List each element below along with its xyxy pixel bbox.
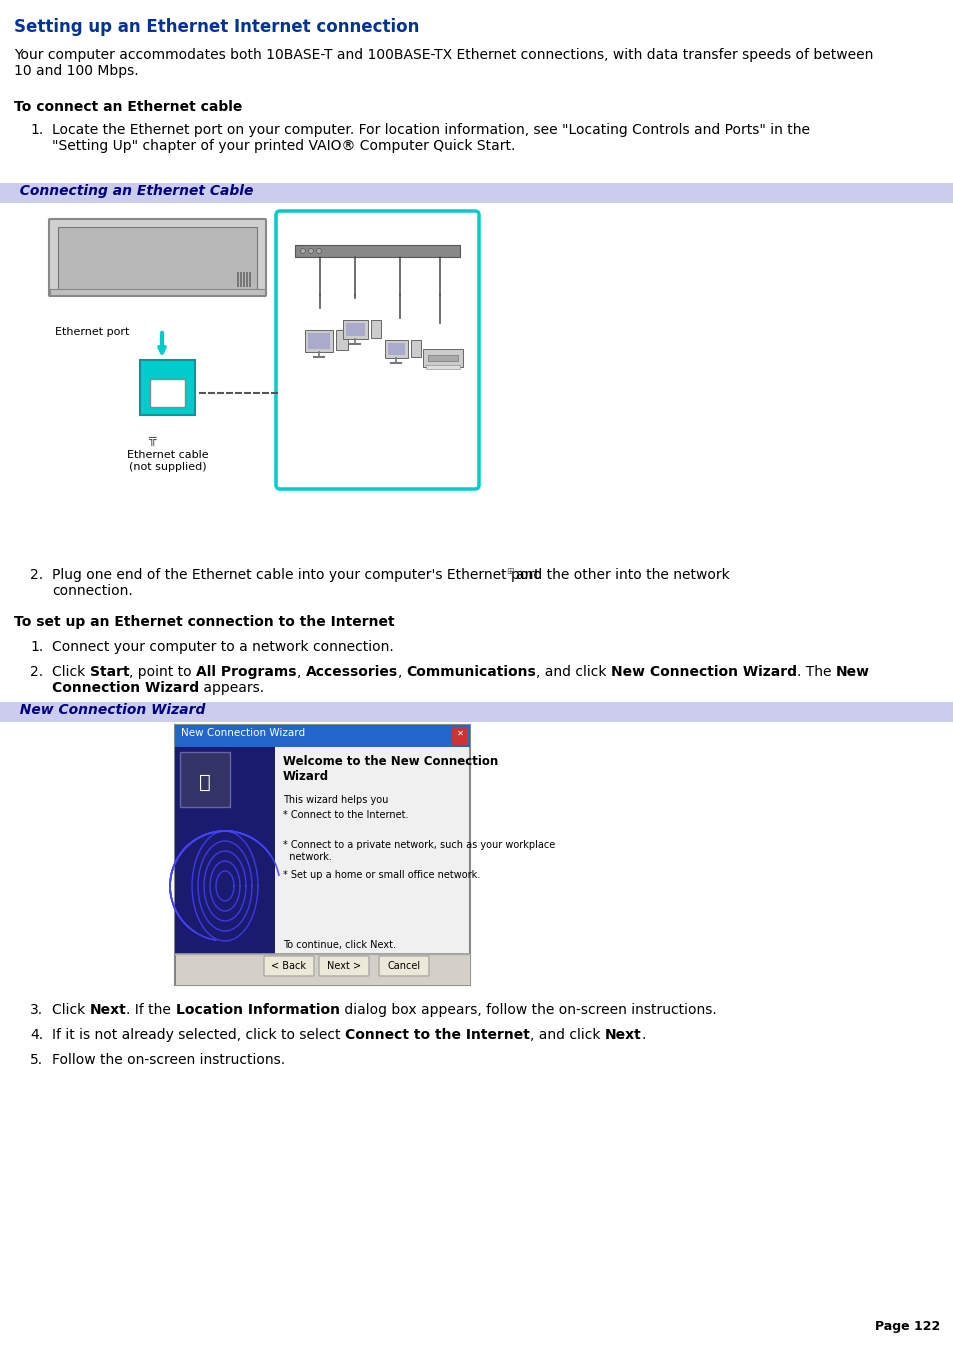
Bar bbox=[308, 332, 330, 349]
Text: 2.: 2. bbox=[30, 665, 43, 680]
FancyBboxPatch shape bbox=[318, 957, 369, 975]
Text: 1.: 1. bbox=[30, 640, 43, 654]
Circle shape bbox=[300, 249, 305, 254]
Bar bbox=[343, 320, 368, 339]
Bar bbox=[0, 182, 953, 203]
Bar bbox=[236, 272, 239, 286]
Text: * Connect to a private network, such as your workplace
  network.: * Connect to a private network, such as … bbox=[283, 840, 555, 862]
Text: Follow the on-screen instructions.: Follow the on-screen instructions. bbox=[52, 1052, 285, 1067]
Text: 3.: 3. bbox=[30, 1002, 43, 1017]
Text: Connection Wizard: Connection Wizard bbox=[52, 681, 199, 694]
Bar bbox=[180, 753, 230, 807]
FancyBboxPatch shape bbox=[275, 211, 478, 489]
Text: < Back: < Back bbox=[272, 961, 306, 971]
Text: 2.: 2. bbox=[30, 567, 43, 582]
Text: and the other into the network: and the other into the network bbox=[516, 567, 729, 582]
Text: Click: Click bbox=[52, 665, 90, 680]
Text: To connect an Ethernet cable: To connect an Ethernet cable bbox=[14, 100, 242, 113]
Text: Next >: Next > bbox=[327, 961, 360, 971]
Text: Connect your computer to a network connection.: Connect your computer to a network conne… bbox=[52, 640, 394, 654]
Bar bbox=[246, 272, 248, 286]
Bar bbox=[249, 272, 251, 286]
Text: Next: Next bbox=[604, 1028, 640, 1042]
Text: 5.: 5. bbox=[30, 1052, 43, 1067]
Text: ⊞: ⊞ bbox=[505, 567, 513, 576]
Bar bbox=[140, 359, 194, 415]
Text: New Connection Wizard: New Connection Wizard bbox=[10, 703, 205, 717]
Circle shape bbox=[308, 249, 314, 254]
Text: Accessories: Accessories bbox=[305, 665, 397, 680]
Bar bbox=[58, 227, 256, 290]
Bar bbox=[50, 289, 265, 295]
FancyBboxPatch shape bbox=[264, 957, 314, 975]
Text: New: New bbox=[835, 665, 869, 680]
Text: Plug one end of the Ethernet cable into your computer's Ethernet port: Plug one end of the Ethernet cable into … bbox=[52, 567, 543, 582]
Bar bbox=[335, 330, 348, 350]
Bar bbox=[428, 355, 457, 361]
Bar bbox=[426, 365, 459, 369]
Bar bbox=[240, 272, 242, 286]
Bar bbox=[452, 727, 468, 744]
Text: connection.: connection. bbox=[52, 584, 132, 598]
Text: ,: , bbox=[397, 665, 406, 680]
Bar bbox=[174, 725, 470, 985]
Text: Ethernet cable
(not supplied): Ethernet cable (not supplied) bbox=[127, 450, 209, 471]
Circle shape bbox=[316, 249, 321, 254]
Text: New Connection Wizard: New Connection Wizard bbox=[610, 665, 796, 680]
Text: ✕: ✕ bbox=[456, 730, 463, 738]
Bar bbox=[174, 747, 274, 985]
Bar bbox=[174, 952, 470, 985]
Text: To set up an Ethernet connection to the Internet: To set up an Ethernet connection to the … bbox=[14, 615, 395, 630]
Bar bbox=[294, 245, 459, 257]
Text: Setting up an Ethernet Internet connection: Setting up an Ethernet Internet connecti… bbox=[14, 18, 419, 36]
Text: dialog box appears, follow the on-screen instructions.: dialog box appears, follow the on-screen… bbox=[339, 1002, 716, 1017]
Text: 4.: 4. bbox=[30, 1028, 43, 1042]
Bar bbox=[0, 703, 953, 721]
Text: Cancel: Cancel bbox=[387, 961, 420, 971]
Text: , and click: , and click bbox=[536, 665, 610, 680]
Text: ,: , bbox=[296, 665, 305, 680]
Text: Connecting an Ethernet Cable: Connecting an Ethernet Cable bbox=[10, 184, 253, 199]
Text: * Connect to the Internet.: * Connect to the Internet. bbox=[283, 811, 408, 820]
Bar bbox=[385, 340, 408, 358]
Text: This wizard helps you: This wizard helps you bbox=[283, 794, 388, 805]
Text: Next: Next bbox=[90, 1002, 126, 1017]
Bar bbox=[305, 330, 333, 353]
Text: Page 122: Page 122 bbox=[874, 1320, 939, 1333]
Text: appears.: appears. bbox=[199, 681, 264, 694]
FancyBboxPatch shape bbox=[49, 219, 266, 296]
Text: Welcome to the New Connection
Wizard: Welcome to the New Connection Wizard bbox=[283, 755, 497, 784]
Text: 🤝: 🤝 bbox=[199, 773, 211, 792]
Bar bbox=[346, 323, 365, 336]
Bar bbox=[371, 320, 380, 338]
Text: New Connection Wizard: New Connection Wizard bbox=[181, 728, 305, 738]
Bar bbox=[243, 272, 245, 286]
Text: , and click: , and click bbox=[529, 1028, 604, 1042]
FancyBboxPatch shape bbox=[378, 957, 429, 975]
Text: If it is not already selected, click to select: If it is not already selected, click to … bbox=[52, 1028, 345, 1042]
Text: Communications: Communications bbox=[406, 665, 536, 680]
Text: All Programs: All Programs bbox=[196, 665, 296, 680]
Text: Connect to the Internet: Connect to the Internet bbox=[345, 1028, 529, 1042]
Bar bbox=[174, 725, 470, 747]
Text: Ethernet port: Ethernet port bbox=[55, 327, 130, 336]
Text: . The: . The bbox=[796, 665, 835, 680]
Text: Click: Click bbox=[52, 1002, 90, 1017]
Bar bbox=[388, 343, 405, 355]
Text: * Set up a home or small office network.: * Set up a home or small office network. bbox=[283, 870, 479, 880]
Text: Location Information: Location Information bbox=[175, 1002, 339, 1017]
Bar bbox=[422, 349, 462, 367]
Text: Start: Start bbox=[90, 665, 129, 680]
Text: .: . bbox=[640, 1028, 645, 1042]
Text: , point to: , point to bbox=[129, 665, 196, 680]
Text: ╦: ╦ bbox=[148, 434, 155, 446]
Text: 1.: 1. bbox=[30, 123, 43, 136]
Bar bbox=[411, 340, 420, 357]
Text: Your computer accommodates both 10BASE-T and 100BASE-TX Ethernet connections, wi: Your computer accommodates both 10BASE-T… bbox=[14, 49, 872, 78]
Text: To continue, click Next.: To continue, click Next. bbox=[283, 940, 395, 950]
Bar bbox=[150, 380, 185, 407]
Text: . If the: . If the bbox=[126, 1002, 175, 1017]
Text: Locate the Ethernet port on your computer. For location information, see "Locati: Locate the Ethernet port on your compute… bbox=[52, 123, 809, 153]
